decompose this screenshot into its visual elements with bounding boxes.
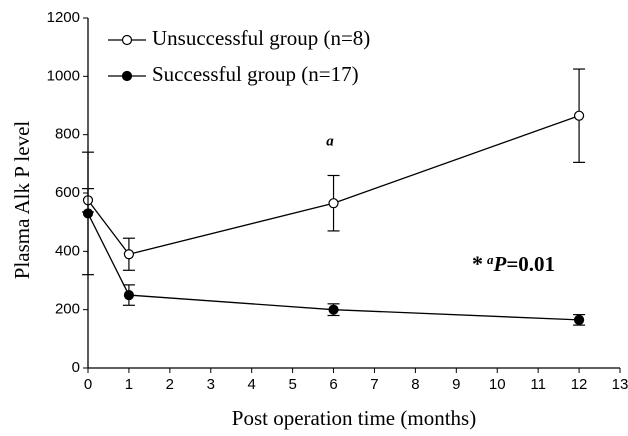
data-line (87, 115, 580, 255)
annotation-sup: a (487, 252, 494, 267)
y-tick-label: 200 (55, 301, 80, 318)
data-point (573, 110, 585, 121)
x-tick-label: 6 (329, 376, 337, 393)
data-point (123, 289, 135, 301)
legend-marker (121, 34, 133, 46)
y-tick-label: 400 (55, 242, 80, 259)
x-tick-label: 12 (571, 376, 588, 393)
legend-label: Unsuccessful group (n=8) (152, 26, 370, 50)
x-axis-label: Post operation time (months) (232, 406, 476, 430)
annotation: a (326, 133, 334, 149)
annotation: * aP=0.01 (472, 251, 555, 276)
x-tick-label: 7 (370, 376, 378, 393)
annotation-p: P (493, 252, 507, 276)
x-tick-label: 1 (125, 376, 133, 393)
y-tick-label: 0 (72, 359, 80, 376)
x-tick-label: 5 (288, 376, 296, 393)
x-tick-label: 3 (207, 376, 215, 393)
data-point (82, 208, 94, 219)
x-tick-label: 4 (248, 376, 256, 393)
x-tick-label: 0 (84, 376, 92, 393)
data-line (87, 213, 580, 321)
data-point (328, 304, 339, 315)
data-point (328, 198, 339, 209)
x-tick-label: 10 (489, 376, 506, 393)
x-tick-label: 8 (411, 376, 419, 393)
x-tick-label: 13 (612, 376, 628, 393)
data-point (573, 314, 585, 325)
x-tick-label: 9 (452, 376, 460, 393)
y-tick-label: 1000 (47, 67, 80, 84)
y-axis-label: Plasma Alk P level (10, 121, 34, 280)
annotation-star: * (472, 251, 483, 276)
legend-label: Successful group (n=17) (152, 62, 359, 86)
y-tick-label: 600 (55, 184, 80, 201)
y-tick-label: 800 (55, 126, 80, 143)
annotation-value: =0.01 (506, 252, 555, 276)
legend-marker (121, 70, 133, 82)
x-tick-label: 11 (530, 376, 546, 393)
y-tick-label: 1200 (47, 9, 80, 26)
x-tick-label: 2 (166, 376, 174, 393)
data-point (123, 249, 135, 260)
